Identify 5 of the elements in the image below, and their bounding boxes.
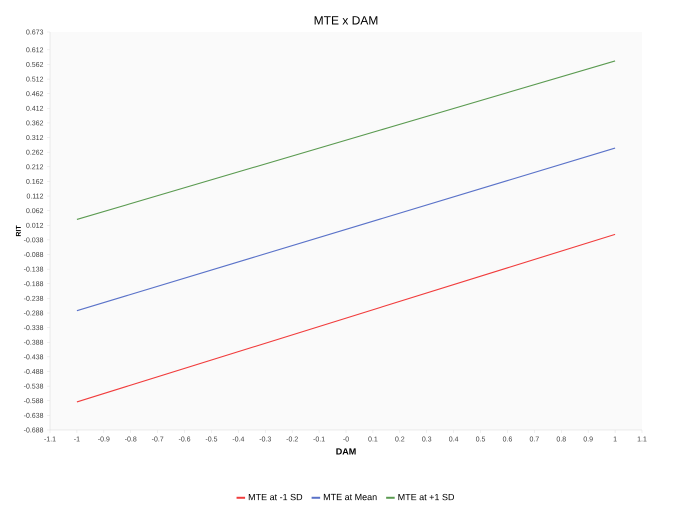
legend-label: MTE at -1 SD bbox=[248, 494, 302, 500]
legend-label: MTE at +1 SD bbox=[398, 494, 454, 500]
legend-label: MTE at Mean bbox=[324, 494, 377, 500]
x-axis-title: DAM bbox=[336, 448, 356, 455]
chart-title: MTE x DAM bbox=[314, 16, 378, 24]
